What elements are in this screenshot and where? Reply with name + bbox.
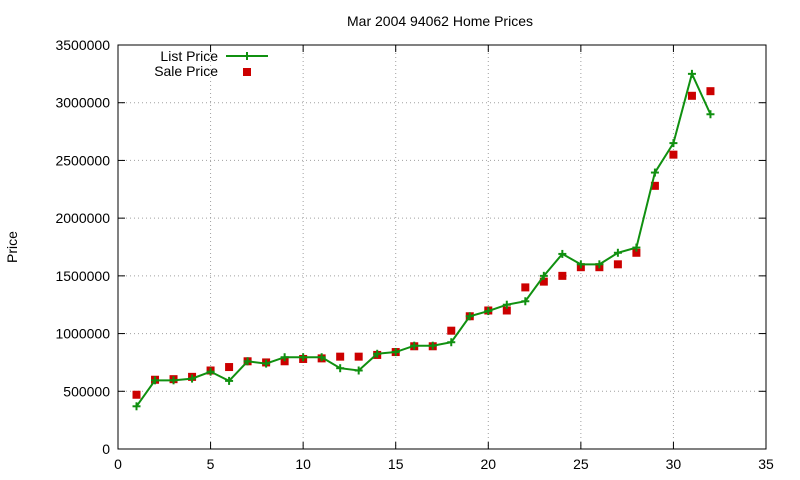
list-price-point	[595, 260, 604, 269]
sale-price-point	[632, 248, 641, 257]
list-price-point	[299, 353, 308, 362]
x-tick-label: 0	[114, 456, 122, 472]
list-price-point	[669, 139, 678, 148]
y-tick-label: 2000000	[55, 210, 110, 226]
list-price-point	[447, 338, 456, 347]
list-price-point	[687, 69, 696, 78]
list-price-point	[410, 341, 419, 350]
x-tick-label: 10	[295, 456, 311, 472]
grid-layer	[118, 45, 766, 449]
y-tick-label: 2500000	[55, 152, 110, 168]
list-price-point	[280, 353, 289, 362]
x-tick-label: 30	[666, 456, 682, 472]
list-price-point	[502, 300, 511, 309]
list-price-point	[206, 367, 215, 376]
list-price-point	[484, 307, 493, 316]
y-tick-label: 1500000	[55, 268, 110, 284]
sale-price-point	[539, 277, 548, 286]
x-tick-label: 15	[388, 456, 404, 472]
sale-price-point	[521, 283, 530, 292]
legend-label-list-price: List Price	[160, 48, 218, 64]
list-price-point	[336, 364, 345, 373]
sale-price-point	[354, 352, 363, 361]
list-price-point	[465, 312, 474, 321]
sale-price-point	[706, 87, 715, 96]
list-price-point	[706, 110, 715, 119]
list-price-point	[132, 402, 141, 411]
sale-price-point	[687, 91, 696, 100]
sale-price-point	[502, 306, 511, 315]
sale-price-point	[132, 390, 141, 399]
sale-price-point	[558, 271, 567, 280]
sale-price-point	[336, 352, 345, 361]
list-price-point	[539, 271, 548, 280]
x-tick-label: 35	[758, 456, 774, 472]
list-price-point	[391, 348, 400, 357]
series-layer	[132, 69, 715, 411]
sale-price-point	[447, 326, 456, 335]
sale-price-point	[650, 181, 659, 190]
list-price-point	[428, 341, 437, 350]
chart-title: Mar 2004 94062 Home Prices	[347, 13, 533, 29]
y-tick-label: 3000000	[55, 95, 110, 111]
x-tick-label: 5	[207, 456, 215, 472]
plot-frame	[117, 44, 767, 450]
y-tick-label: 0	[102, 441, 110, 457]
list-price-point	[373, 349, 382, 358]
legend-marker-list-price	[243, 52, 251, 60]
list-price-point	[632, 243, 641, 252]
list-price-point	[262, 359, 271, 368]
y-tick-label: 500000	[63, 383, 110, 399]
y-tick-label: 1000000	[55, 326, 110, 342]
y-tick-label: 3500000	[55, 37, 110, 53]
sale-price-point	[225, 363, 234, 372]
list-price-point	[225, 376, 234, 385]
legend-swatch-sale-price	[243, 68, 251, 76]
y-axis-label: Price	[4, 231, 20, 263]
sale-price-point	[280, 357, 289, 366]
list-price-point	[151, 376, 160, 385]
list-price-point	[576, 260, 585, 269]
tick-layer: 0 5 10 15 20 25 30 35 0 500000 1000000 1500000 20000…	[55, 37, 774, 472]
list-price-point	[317, 353, 326, 362]
sale-price-point	[613, 260, 622, 269]
list-price-point	[169, 376, 178, 385]
list-price-point	[558, 249, 567, 258]
list-price-point	[243, 357, 252, 366]
sale-price-point	[669, 150, 678, 159]
list-price-line	[135, 70, 712, 407]
list-price-point	[521, 297, 530, 306]
x-tick-label: 25	[573, 456, 589, 472]
list-price-point	[613, 248, 622, 257]
x-tick-label: 20	[480, 456, 496, 472]
list-price-point	[188, 374, 197, 383]
legend-label-sale-price: Sale Price	[154, 63, 218, 79]
list-price-point	[650, 168, 659, 177]
list-price-point	[354, 366, 363, 375]
